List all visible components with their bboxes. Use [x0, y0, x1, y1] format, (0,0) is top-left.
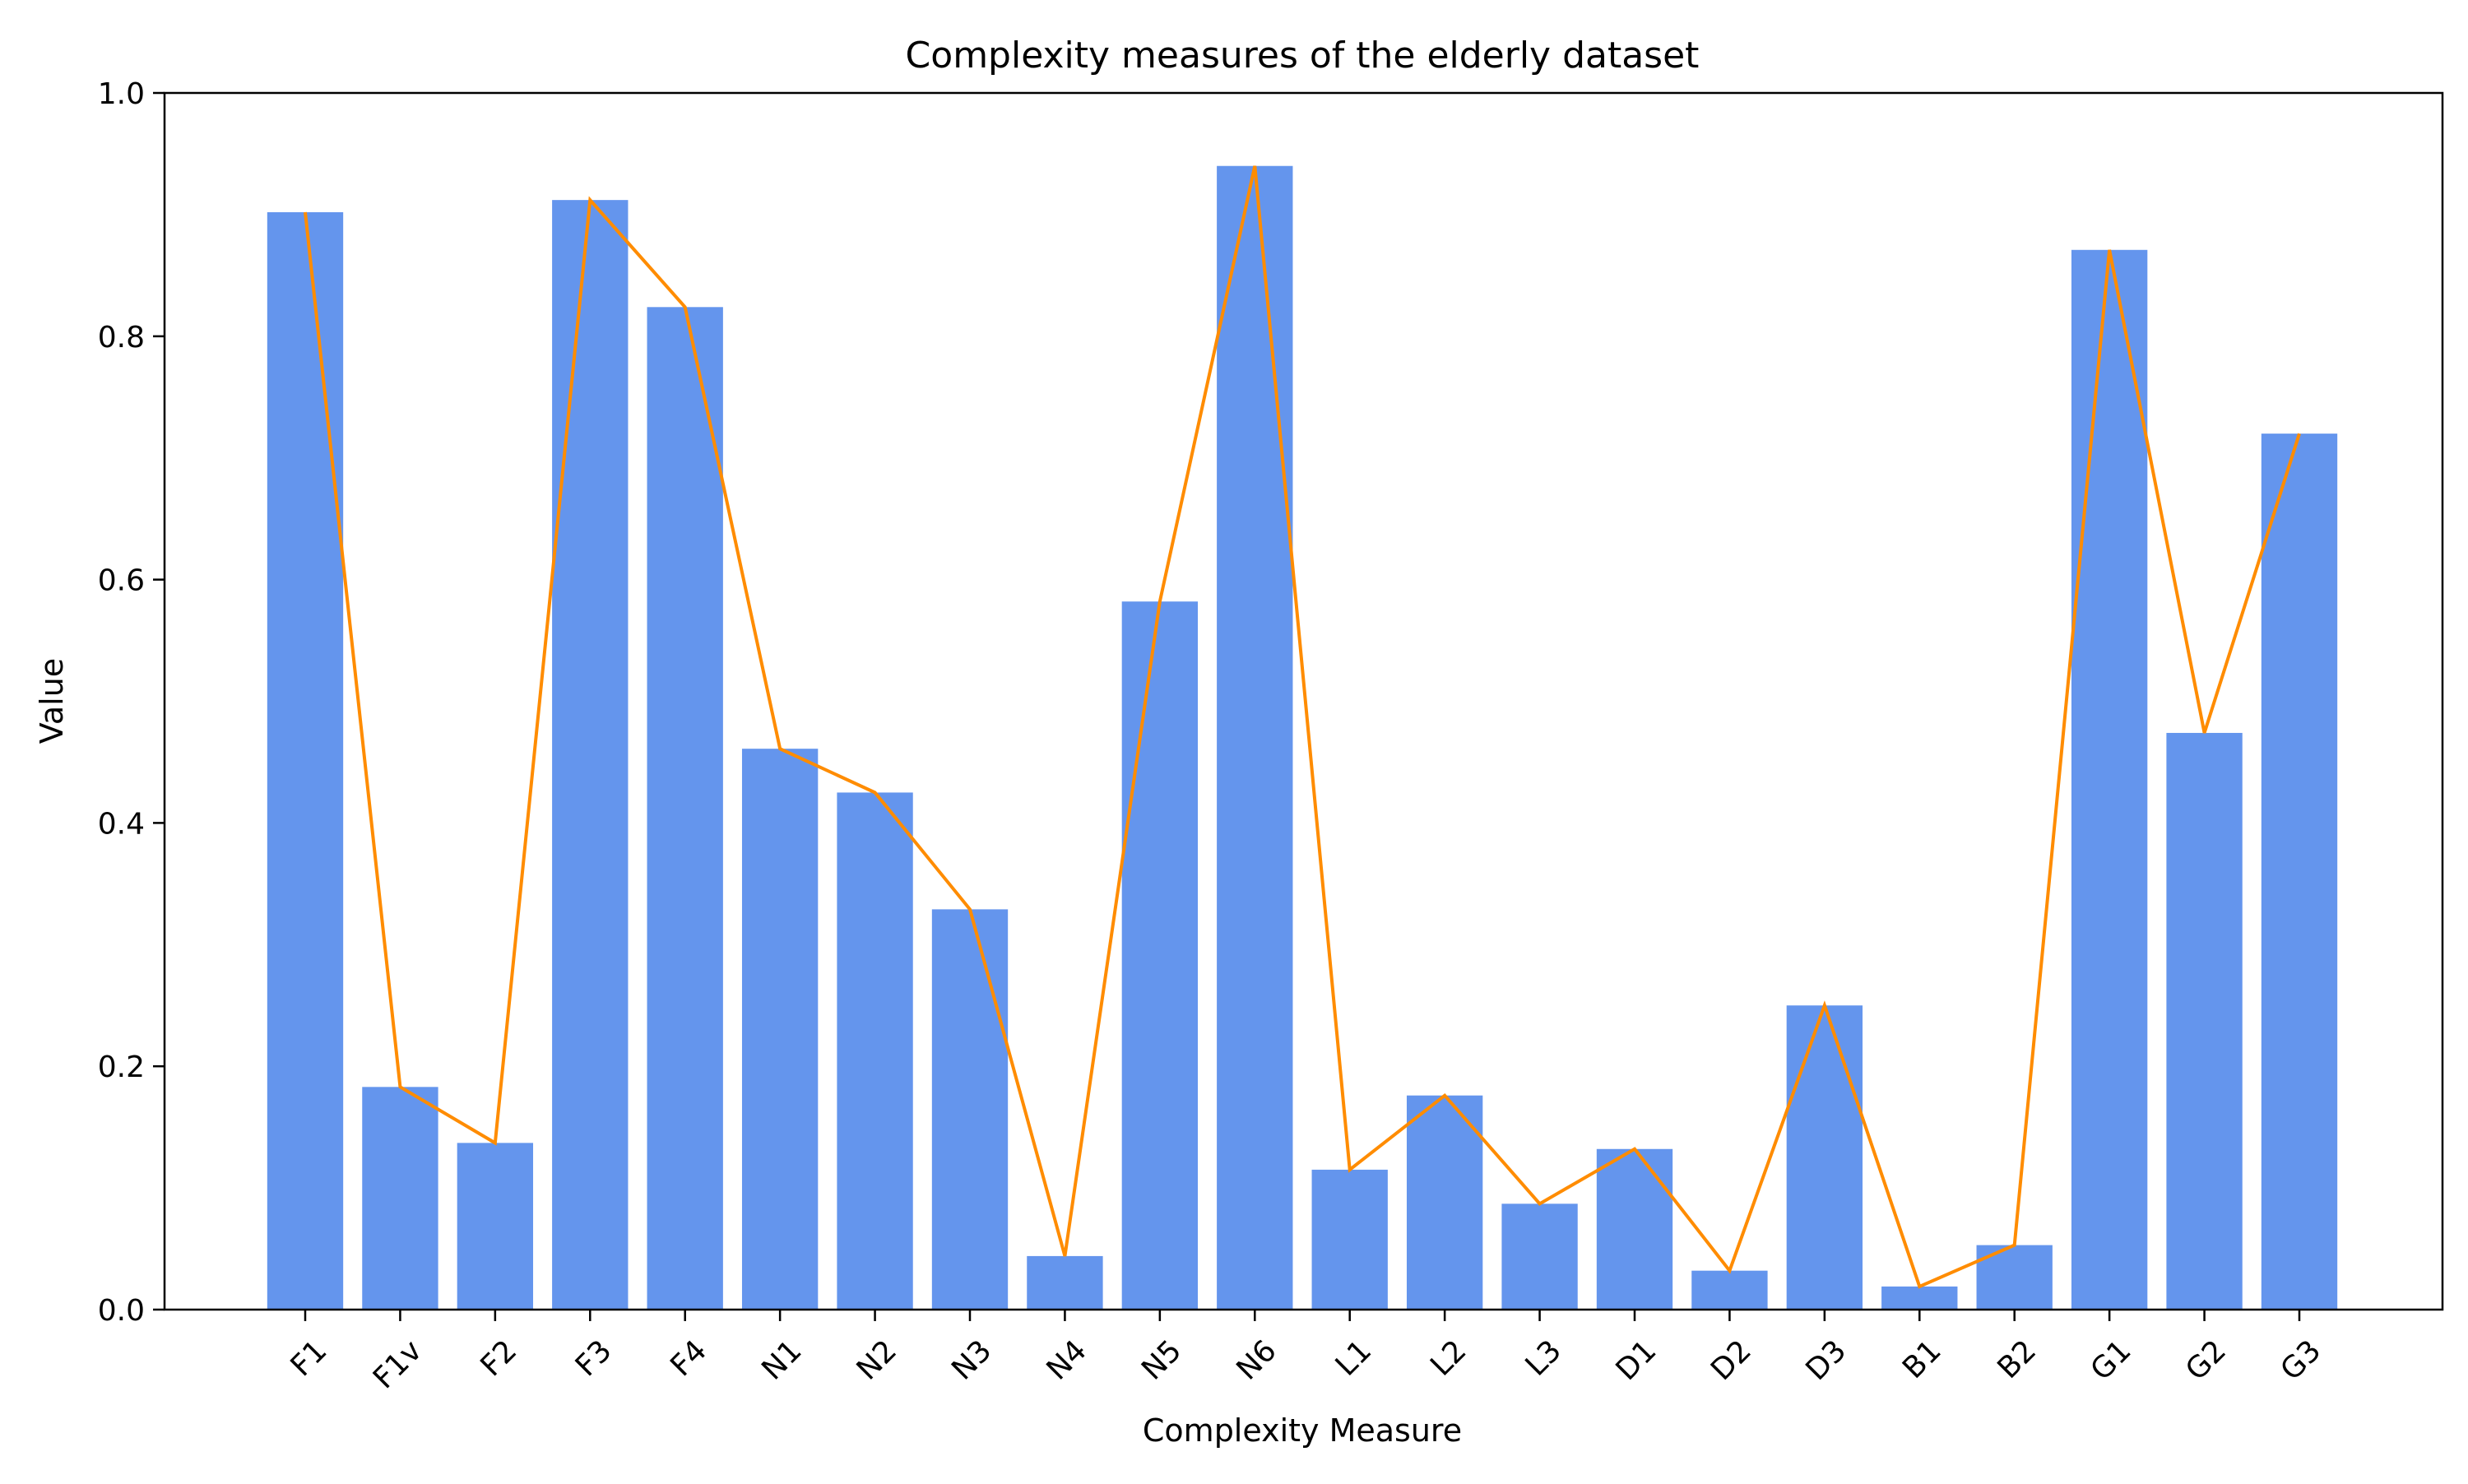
bars-group — [267, 165, 2338, 1310]
x-tick-label-n5: N5 — [1135, 1333, 1188, 1386]
x-tick-label-d1: D1 — [1610, 1333, 1663, 1387]
y-tick-label: 0.0 — [98, 1294, 145, 1328]
bar-d1 — [1596, 1148, 1673, 1310]
x-tick-label-f1v: F1v — [367, 1333, 429, 1395]
x-tick-label-n6: N6 — [1231, 1333, 1283, 1386]
bar-f1 — [267, 211, 344, 1310]
x-tick-label-d3: D3 — [1800, 1333, 1853, 1387]
x-tick-label-n3: N3 — [945, 1333, 998, 1386]
bar-n1 — [741, 749, 819, 1310]
y-tick-label: 0.6 — [98, 564, 145, 598]
x-axis-label: Complexity Measure — [1143, 1412, 1462, 1449]
bar-n2 — [837, 792, 913, 1310]
x-tick-label-d2: D2 — [1705, 1333, 1758, 1387]
bar-f2 — [457, 1143, 534, 1310]
x-tick-label-n4: N4 — [1041, 1333, 1093, 1386]
x-tick-label-l1: L1 — [1329, 1333, 1378, 1382]
x-tick-label-g1: G1 — [2085, 1333, 2138, 1387]
x-tick-label-b2: B2 — [1992, 1333, 2044, 1385]
x-tick-label-f1: F1 — [285, 1333, 334, 1383]
bar-n4 — [1027, 1255, 1103, 1310]
chart-title: Complexity measures of the elderly datas… — [906, 35, 1700, 77]
bar-n3 — [931, 909, 1009, 1310]
value-line — [304, 165, 2301, 1289]
bar-g2 — [2166, 732, 2243, 1310]
x-tick-label-l3: L3 — [1519, 1333, 1568, 1382]
bar-d3 — [1786, 1005, 1863, 1310]
x-tick-label-n1: N1 — [755, 1333, 808, 1386]
x-axis-ticks: F1 F1v F2 F3 F4 N1 N2 N3 N4 N5 N6 L1 L2 L3 D1 D2 D3 B1 B2 G… — [285, 1310, 2328, 1395]
y-tick-label: 0.8 — [98, 321, 145, 355]
y-axis-ticks: 0.0 0.2 0.4 0.6 0.8 1.0 — [98, 77, 165, 1328]
bar-l1 — [1311, 1169, 1388, 1310]
x-tick-label-b1: B1 — [1896, 1333, 1948, 1385]
x-tick-label-f3: F3 — [569, 1333, 619, 1383]
bar-l2 — [1406, 1095, 1483, 1310]
bar-n5 — [1121, 601, 1199, 1310]
bar-g1 — [2071, 249, 2148, 1310]
y-tick-label: 1.0 — [98, 77, 145, 111]
axes-frame — [163, 91, 2444, 1311]
y-tick-label: 0.2 — [98, 1050, 145, 1084]
y-axis-label: Value — [34, 658, 70, 744]
bar-f1v — [362, 1087, 438, 1310]
x-tick-label-f4: F4 — [664, 1333, 713, 1383]
bar-l3 — [1501, 1203, 1578, 1310]
bar-n6 — [1217, 165, 1293, 1310]
bar-f4 — [647, 307, 723, 1310]
x-tick-label-f2: F2 — [474, 1333, 523, 1383]
y-tick-label: 0.4 — [98, 807, 145, 841]
bar-b1 — [1881, 1286, 1958, 1310]
bar-d2 — [1691, 1270, 1768, 1310]
bar-b2 — [1976, 1245, 2053, 1310]
x-tick-label-g2: G2 — [2179, 1333, 2233, 1387]
plot-area: 0.0 0.2 0.4 0.6 0.8 1.0 F1 F1v F2 F3 F4 N1 N2 N3 N4 N5 N… — [98, 77, 2444, 1395]
bar-f3 — [552, 200, 629, 1310]
x-tick-label-n2: N2 — [851, 1333, 903, 1386]
x-tick-label-g3: G3 — [2275, 1333, 2328, 1387]
bar-g3 — [2261, 434, 2338, 1310]
x-tick-label-l2: L2 — [1424, 1333, 1473, 1382]
